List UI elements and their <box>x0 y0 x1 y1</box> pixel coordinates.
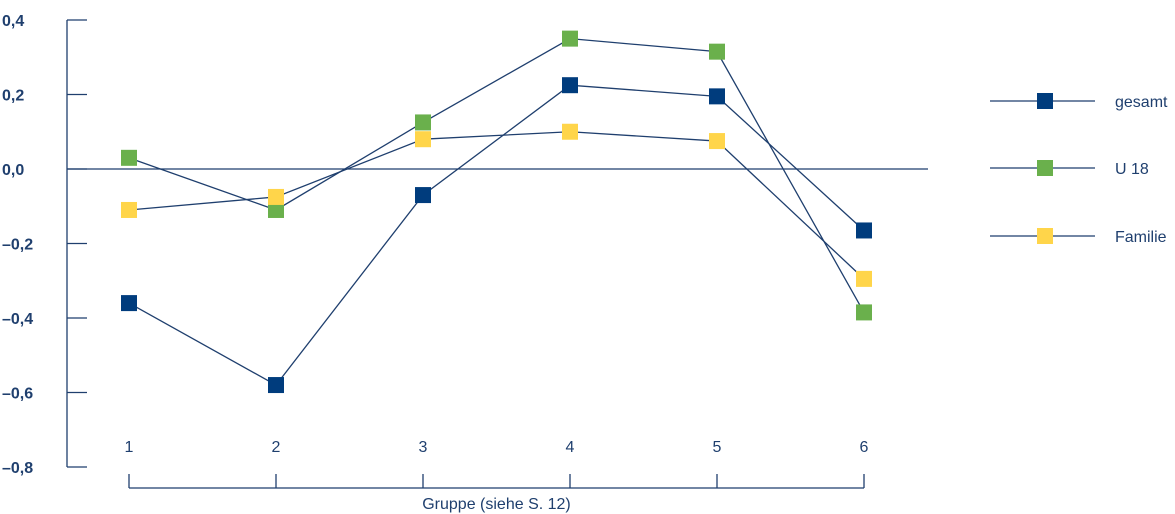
series-lines <box>128 37 865 386</box>
legend-item: gesamt <box>990 93 1168 111</box>
data-point <box>562 77 578 94</box>
x-axis-tick-labels: 1 2 3 4 5 6 <box>125 439 869 456</box>
data-point <box>856 270 872 287</box>
data-point <box>856 222 872 239</box>
data-point <box>562 30 578 47</box>
data-point <box>268 201 284 218</box>
y-tick-label: 0,4 <box>2 13 24 30</box>
legend-item: U 18 <box>990 160 1149 178</box>
data-point <box>709 133 725 150</box>
data-point <box>415 131 431 148</box>
y-tick-label: 0,2 <box>2 88 24 105</box>
series-markers <box>121 30 872 394</box>
data-point <box>709 43 725 60</box>
data-point <box>856 304 872 321</box>
x-axis-bracket <box>128 474 865 489</box>
data-point <box>121 149 137 166</box>
y-tick-label: –0,8 <box>2 460 33 477</box>
y-tick-label: –0,2 <box>2 237 33 254</box>
series-line-u-18 <box>128 37 865 313</box>
series-line-familie <box>128 131 865 280</box>
legend: gesamt U 18 Familie <box>990 93 1168 246</box>
data-point <box>121 295 137 312</box>
data-point <box>121 201 137 218</box>
legend-swatch <box>1037 160 1053 176</box>
x-tick-label: 5 <box>713 439 722 456</box>
y-tick-label: 0,0 <box>2 162 24 179</box>
legend-label: U 18 <box>1115 161 1149 178</box>
data-point <box>415 114 431 131</box>
data-point <box>562 123 578 140</box>
x-tick-label: 3 <box>419 439 428 456</box>
legend-swatch <box>1037 93 1053 109</box>
y-tick-label: –0,6 <box>2 386 33 403</box>
y-axis: 0,4 0,2 0,0 –0,2 –0,4 –0,6 –0,8 <box>2 13 87 477</box>
x-tick-label: 4 <box>566 439 575 456</box>
data-point <box>415 187 431 204</box>
y-tick-label: –0,4 <box>2 311 33 328</box>
legend-item: Familie <box>990 228 1167 246</box>
series-line-gesamt <box>128 84 865 386</box>
legend-label: gesamt <box>1115 94 1168 111</box>
data-point <box>268 188 284 205</box>
legend-swatch <box>1037 228 1053 244</box>
legend-label: Familie <box>1115 229 1167 246</box>
x-tick-label: 6 <box>860 439 869 456</box>
data-point <box>268 377 284 394</box>
data-point <box>709 88 725 105</box>
x-axis-label: Gruppe (siehe S. 12) <box>422 496 571 513</box>
x-tick-label: 2 <box>272 439 281 456</box>
x-tick-label: 1 <box>125 439 134 456</box>
